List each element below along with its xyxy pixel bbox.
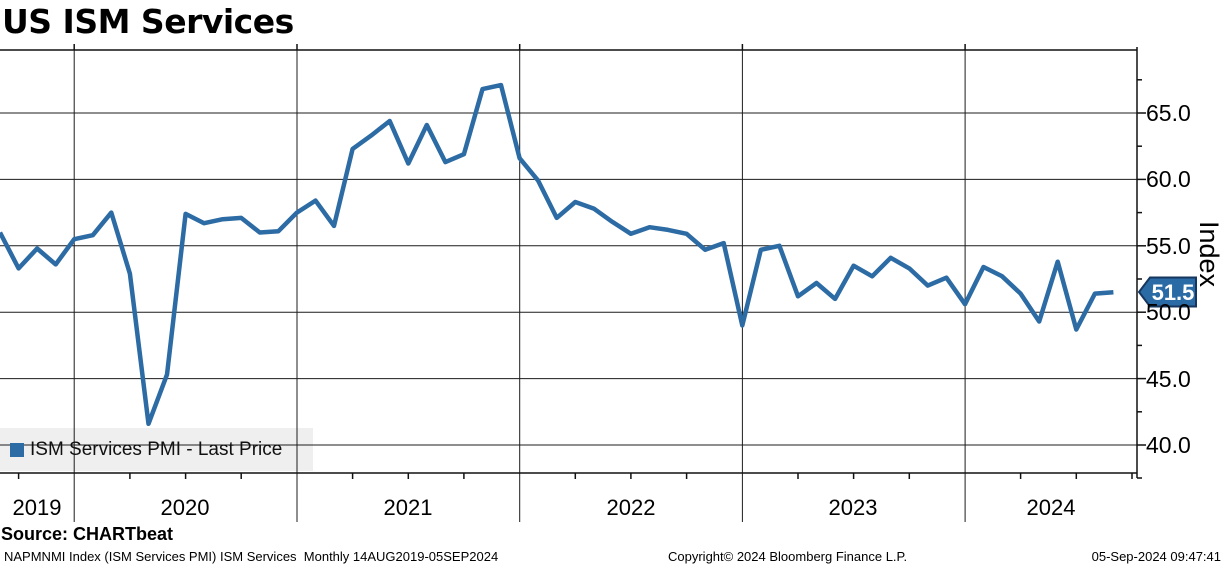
- y-tick-label: 55.0: [1146, 232, 1191, 259]
- bottom-axis-quarter-ticks: [17, 473, 1133, 479]
- x-year-label: 2024: [1026, 495, 1076, 520]
- x-year-label: 2020: [160, 495, 210, 520]
- y-axis-minor-ticks: [1137, 79, 1142, 479]
- plot-frame: [0, 47, 1138, 478]
- year-gridlines: [73, 50, 966, 522]
- x-year-label: 2023: [828, 495, 878, 520]
- legend-item[interactable]: ISM Services PMI - Last Price: [0, 428, 313, 471]
- last-price-value: 51.5: [1151, 280, 1195, 305]
- page-title: US ISM Services: [2, 2, 294, 41]
- top-axis-ticks: [73, 44, 966, 50]
- horizontal-gridlines: [0, 112, 1137, 446]
- y-tick-label: 60.0: [1146, 166, 1191, 193]
- timestamp: 05-Sep-2024 09:47:41: [1091, 549, 1221, 564]
- x-year-label: 2022: [606, 495, 656, 520]
- y-tick-label: 45.0: [1146, 365, 1191, 392]
- copyright-notice: Copyright© 2024 Bloomberg Finance L.P.: [668, 549, 908, 564]
- x-year-label: 2021: [383, 495, 433, 520]
- y-tick-label: 40.0: [1146, 432, 1191, 458]
- pmi-line-series: [0, 82, 1114, 427]
- last-price-tag: [1137, 276, 1197, 308]
- y-tick-label: 50.0: [1146, 299, 1191, 326]
- source-line: Source: CHARTbeat: [1, 524, 174, 544]
- legend-label: ISM Services PMI - Last Price: [30, 438, 283, 460]
- legend-background: [0, 428, 313, 471]
- series-color-swatch-icon: [10, 442, 24, 457]
- ticker-description: NAPMNMI Index (ISM Services PMI) ISM Ser…: [4, 549, 499, 564]
- x-year-label: 2019: [12, 495, 62, 520]
- y-axis-title: Index: [1194, 221, 1224, 288]
- y-axis-major-ticks: [1137, 112, 1146, 446]
- y-tick-label: 65.0: [1146, 100, 1191, 126]
